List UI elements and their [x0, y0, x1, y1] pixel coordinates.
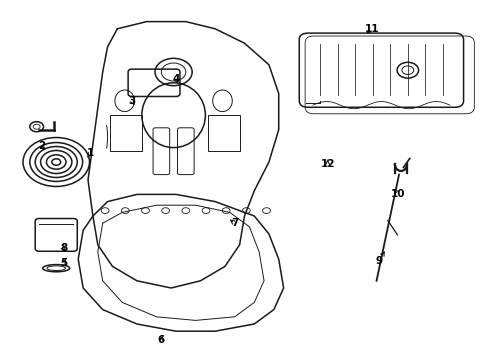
Text: 7: 7 [230, 218, 238, 228]
Text: 4: 4 [172, 74, 180, 84]
Text: 3: 3 [128, 96, 135, 106]
Text: 2: 2 [38, 141, 45, 151]
Text: 1: 1 [87, 148, 94, 158]
Text: 11: 11 [364, 24, 378, 34]
Text: 9: 9 [375, 256, 382, 266]
Text: 12: 12 [320, 159, 334, 169]
Text: 5: 5 [60, 258, 67, 268]
Text: 10: 10 [390, 189, 405, 199]
Text: 8: 8 [60, 243, 67, 253]
Text: 6: 6 [158, 335, 164, 345]
